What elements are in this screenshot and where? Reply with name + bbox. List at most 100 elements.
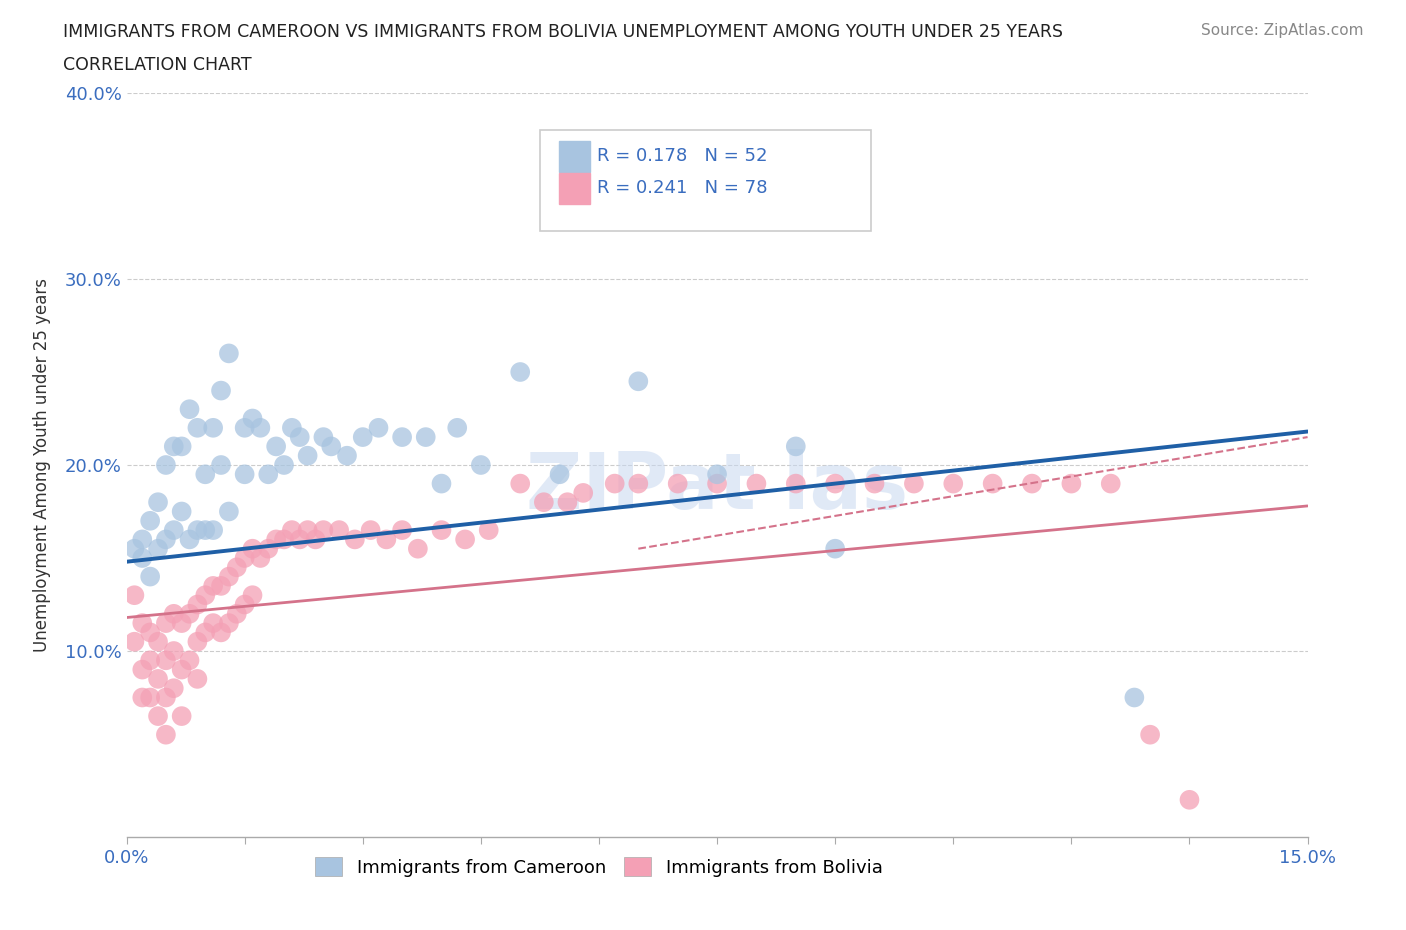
Point <box>131 551 153 565</box>
Point <box>233 597 256 612</box>
Point <box>194 625 217 640</box>
Point <box>1021 476 1043 491</box>
Point <box>264 439 287 454</box>
Point <box>257 541 280 556</box>
Point <box>273 532 295 547</box>
Point <box>155 727 177 742</box>
Y-axis label: Unemployment Among Youth under 25 years: Unemployment Among Youth under 25 years <box>32 278 51 652</box>
Point <box>194 467 217 482</box>
Point <box>391 430 413 445</box>
Point <box>1139 727 1161 742</box>
Point <box>170 504 193 519</box>
Point <box>209 383 232 398</box>
Point <box>155 532 177 547</box>
Point <box>391 523 413 538</box>
Point <box>824 541 846 556</box>
Point <box>627 374 650 389</box>
Point <box>209 625 232 640</box>
Point <box>321 439 343 454</box>
Point <box>785 439 807 454</box>
Point <box>139 653 162 668</box>
Point <box>179 606 201 621</box>
Point <box>124 588 146 603</box>
Point <box>179 402 201 417</box>
Text: IMMIGRANTS FROM CAMEROON VS IMMIGRANTS FROM BOLIVIA UNEMPLOYMENT AMONG YOUTH UND: IMMIGRANTS FROM CAMEROON VS IMMIGRANTS F… <box>63 23 1063 41</box>
Point <box>131 532 153 547</box>
Point <box>863 476 886 491</box>
FancyBboxPatch shape <box>558 140 589 172</box>
Point <box>155 690 177 705</box>
Point <box>706 476 728 491</box>
Point <box>470 458 492 472</box>
Point <box>233 551 256 565</box>
Point <box>352 430 374 445</box>
Point <box>146 709 169 724</box>
Point <box>454 532 477 547</box>
Point <box>218 616 240 631</box>
Point <box>242 541 264 556</box>
Point <box>343 532 366 547</box>
Point <box>202 523 225 538</box>
Point <box>124 634 146 649</box>
Point <box>375 532 398 547</box>
Legend: Immigrants from Cameroon, Immigrants from Bolivia: Immigrants from Cameroon, Immigrants fro… <box>308 850 890 883</box>
Point <box>548 467 571 482</box>
Point <box>186 523 208 538</box>
Point <box>209 578 232 593</box>
Point <box>233 420 256 435</box>
Point <box>124 541 146 556</box>
Point <box>336 448 359 463</box>
Point <box>155 653 177 668</box>
Point <box>163 523 186 538</box>
Point <box>225 606 247 621</box>
Point <box>139 690 162 705</box>
Point <box>509 476 531 491</box>
FancyBboxPatch shape <box>540 130 870 231</box>
Point <box>785 476 807 491</box>
Point <box>186 420 208 435</box>
Point <box>824 476 846 491</box>
Point <box>312 430 335 445</box>
Text: CORRELATION CHART: CORRELATION CHART <box>63 56 252 73</box>
Point <box>194 588 217 603</box>
Point <box>557 495 579 510</box>
Point <box>170 662 193 677</box>
Point <box>163 681 186 696</box>
Point <box>242 411 264 426</box>
Point <box>312 523 335 538</box>
Point <box>218 346 240 361</box>
Point <box>509 365 531 379</box>
Point <box>981 476 1004 491</box>
Point <box>202 578 225 593</box>
Point <box>288 430 311 445</box>
Point <box>288 532 311 547</box>
Point <box>446 420 468 435</box>
Point <box>430 523 453 538</box>
Point <box>273 458 295 472</box>
Point <box>367 420 389 435</box>
Point <box>146 541 169 556</box>
Point <box>415 430 437 445</box>
Text: Source: ZipAtlas.com: Source: ZipAtlas.com <box>1201 23 1364 38</box>
Point <box>163 606 186 621</box>
Point <box>170 616 193 631</box>
Point <box>146 495 169 510</box>
Point <box>1099 476 1122 491</box>
Point <box>572 485 595 500</box>
Point <box>304 532 326 547</box>
Point <box>209 458 232 472</box>
Point <box>163 439 186 454</box>
Point <box>146 671 169 686</box>
Point <box>249 420 271 435</box>
Point <box>155 458 177 472</box>
Point <box>257 467 280 482</box>
Point <box>281 523 304 538</box>
Point <box>533 495 555 510</box>
Point <box>264 532 287 547</box>
Point <box>131 690 153 705</box>
Point <box>1123 690 1146 705</box>
Point <box>139 513 162 528</box>
Point <box>194 523 217 538</box>
Point <box>202 616 225 631</box>
Point <box>1178 792 1201 807</box>
